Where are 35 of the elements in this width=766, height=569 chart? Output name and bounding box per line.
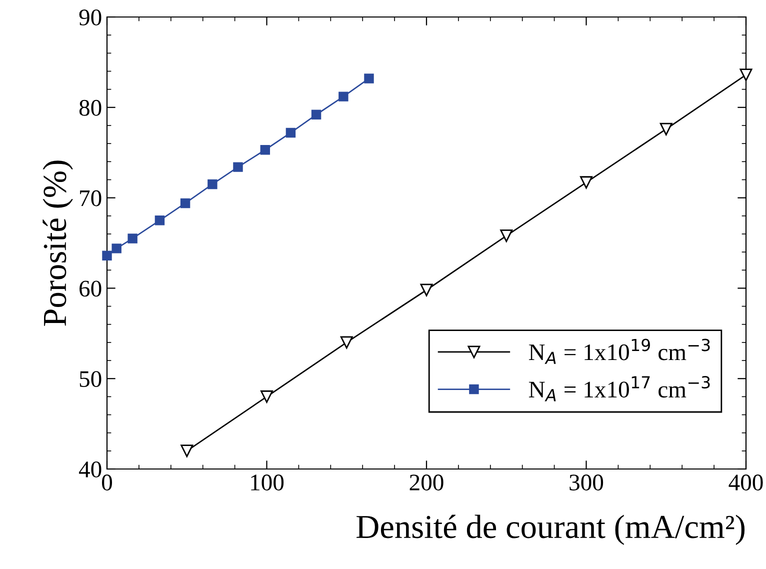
point: [340, 336, 353, 349]
y-tick-label: 80: [79, 100, 102, 116]
x-tick-label: 200: [410, 474, 444, 490]
x-tick-label: 400: [728, 474, 763, 490]
x-axis-title: Densité de courant (mA/cm²): [356, 514, 745, 545]
point: [500, 230, 513, 242]
point: [260, 390, 273, 403]
y-tick-label: 70: [80, 190, 102, 206]
x-tick-label: 300: [570, 474, 604, 490]
point: [102, 250, 112, 261]
y-tick-label: 90: [79, 9, 102, 26]
y-tick-label: 60: [80, 280, 102, 297]
point: [740, 68, 752, 82]
point: [286, 128, 296, 138]
point: [420, 284, 433, 296]
point: [338, 92, 348, 102]
legend-label: N$_{A}$ = 1x10$^{19}$ cm$^{−3}$: [528, 338, 710, 364]
point: [154, 216, 165, 226]
point: [580, 176, 592, 189]
point: [128, 234, 138, 244]
point: [208, 179, 218, 190]
point: [260, 145, 270, 155]
y-axis-title: Porosité (%): [42, 160, 73, 326]
point: [364, 74, 374, 84]
y-tick-label: 50: [80, 371, 102, 388]
point: [180, 198, 190, 208]
point: [660, 122, 672, 136]
legend-label: N$_{A}$ = 1x10$^{17}$ cm$^{−3}$: [528, 376, 710, 402]
y-tick-label: 40: [78, 461, 102, 478]
point: [311, 110, 322, 120]
x-tick-label: 0: [102, 474, 112, 490]
x-tick-label: 100: [251, 474, 284, 490]
point: [180, 444, 194, 458]
point: [233, 162, 243, 172]
point: [112, 244, 122, 254]
